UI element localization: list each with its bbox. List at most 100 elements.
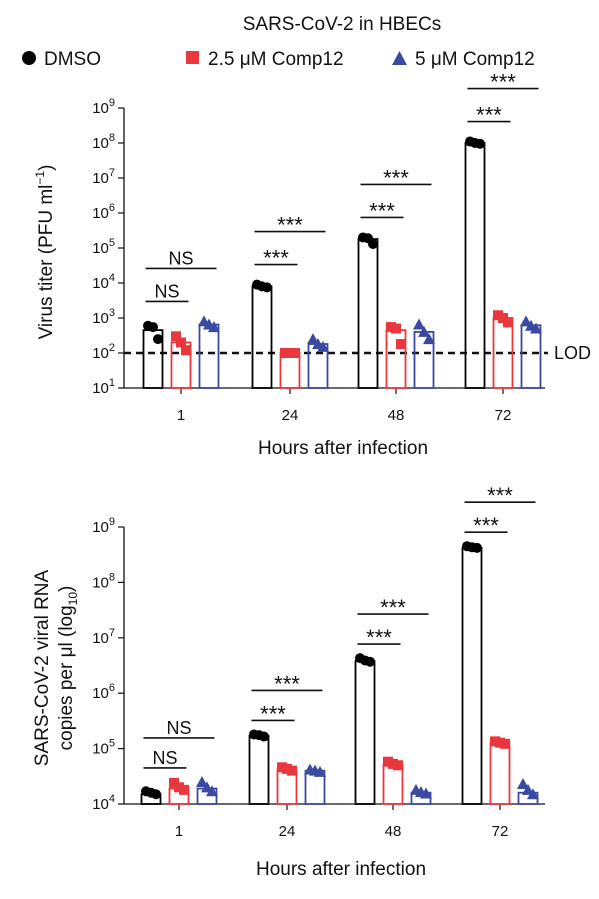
chart1-point-comp12-5 [423,333,435,345]
chart2-point-dmso [259,731,269,742]
chart2-point-comp12-5 [420,787,432,799]
chart1-point-dmso [368,239,378,250]
chart2-y-tick-label: 106 [92,682,115,702]
chart2-point-comp12-2p5 [500,738,510,749]
chart2-point-comp12-2p5 [287,765,297,776]
chart1-x-tick-label: 1 [177,407,185,424]
chart1-bar-comp12-2p5 [385,329,407,389]
chart2-y-axis-title-line2: copies per μl (log10) [56,586,80,751]
chart2-bar-dmso [248,734,270,805]
chart2-x-tick-label: 24 [279,823,296,840]
chart1-lod-label: LOD [554,343,591,363]
chart1-x-tick-label: 72 [495,407,512,424]
chart1-bar-dmso [251,285,273,389]
chart2-y-tick-label: 105 [92,738,115,758]
chart2-sig-label-upper: *** [380,595,406,620]
chart1-sig-label-upper: NS [168,248,193,268]
chart1-x-axis-title: Hours after infection [258,438,428,459]
chart2-y-tick-label: 108 [92,571,115,591]
chart1-bar-dmso [357,238,379,389]
chart1-x-tick-label: 24 [282,407,299,424]
legend-marker-dmso [22,51,36,65]
chart2-point-dmso [472,542,482,553]
chart1-sig-label-lower: *** [476,103,502,128]
chart1-y-tick-label: 108 [92,132,115,152]
chart1-sig-label-lower: NS [154,281,179,301]
chart1-y-axis-title: Virus titer (PFU ml−1) [33,165,57,340]
chart2-x-tick-label: 48 [385,823,402,840]
chart1-y-tick-label: 107 [92,167,115,187]
chart1-y-tick-label: 105 [92,237,115,257]
chart1-point-comp12-5 [307,333,319,345]
chart2-bar-comp12-2p5 [489,742,511,805]
chart2-bar-comp12-2p5 [382,763,404,805]
legend: DMSO 2.5 μM Comp12 5 μM Comp12 [22,49,535,70]
chart1-bar-dmso [464,142,486,389]
chart2-point-comp12-5 [517,777,529,789]
chart2-x-axis-title: Hours after infection [256,859,426,880]
chart2-point-comp12-5 [314,765,326,777]
legend-label-dmso: DMSO [44,49,101,70]
chart1-y-tick-label: 104 [92,272,115,292]
chart1-y-tick-label: 103 [92,307,115,327]
chart1-point-comp12-5 [413,318,425,330]
chart1-point-comp12-2p5 [176,337,186,348]
chart1-point-comp12-2p5 [181,345,191,356]
chart2-sig-label-lower: NS [152,748,177,768]
chart2-point-dmso [365,656,375,667]
chart2-point-comp12-5 [196,775,208,787]
legend-marker-comp12-2p5 [186,51,199,64]
chart2-sig-label-upper: NS [166,718,191,738]
chart1-y-tick-label: 106 [92,202,115,222]
legend-label-comp12-5: 5 μM Comp12 [415,49,535,70]
chart2-y-tick-label: 109 [92,516,115,536]
chart2-x-tick-label: 1 [175,823,183,840]
chart2-y-tick-label: 107 [92,627,115,647]
chart1-y-tick-label: 102 [92,342,115,362]
chart2-point-comp12-2p5 [179,784,189,795]
chart2-y-tick-label: 104 [92,793,115,813]
chart1-point-dmso [148,322,158,333]
figure-title: SARS-CoV-2 in HBECs [243,14,442,35]
chart1-sig-label-upper: *** [277,213,303,238]
chart1-point-dmso [262,282,272,293]
chart2-bar-dmso [461,546,483,805]
chart1-bar-comp12-2p5 [279,352,301,389]
chart1-sig-label-upper: *** [383,165,409,190]
chart1-bar-comp12-5 [520,324,542,389]
chart1-point-comp12-2p5 [171,331,181,342]
chart1-y-tick-label: 109 [92,97,115,117]
chart1-sig-label-lower: *** [263,246,289,271]
chart1-point-comp12-2p5 [391,323,401,334]
chart2-sig-label-upper: *** [274,671,300,696]
chart1-point-comp12-5 [530,322,542,334]
chart1-point-comp12-5 [317,340,329,352]
chart2-sig-label-upper: *** [487,483,513,508]
viral-rna-chart: SARS-CoV-2 viral RNA copies per μl (log1… [32,483,545,880]
chart2-point-comp12-5 [527,788,539,800]
chart1-point-dmso [475,138,485,149]
chart2-point-comp12-2p5 [393,760,403,771]
chart1-point-comp12-5 [208,321,220,333]
chart1-point-comp12-5 [418,325,430,337]
chart2-point-comp12-5 [206,785,218,797]
chart2-sig-label-lower: *** [473,513,499,538]
chart1-point-comp12-2p5 [396,339,406,350]
chart2-y-axis-title-line1: SARS-CoV-2 viral RNA [32,569,53,766]
chart2-sig-label-lower: *** [366,625,392,650]
chart1-x-tick-label: 48 [388,407,405,424]
chart2-point-dmso [151,789,161,800]
chart2-x-tick-label: 72 [492,823,509,840]
chart1-y-tick-label: 101 [92,377,115,397]
chart1-point-comp12-2p5 [503,317,513,328]
chart1-point-comp12-2p5 [290,348,300,358]
legend-marker-comp12-5 [392,51,407,65]
chart1-sig-label-upper: *** [490,70,516,95]
chart2-sig-label-lower: *** [260,701,286,726]
chart1-sig-label-lower: *** [369,198,395,223]
chart1-point-dmso [153,334,163,345]
chart1-bar-comp12-5 [198,323,220,389]
chart2-bar-dmso [354,660,376,805]
legend-label-comp12-2p5: 2.5 μM Comp12 [208,49,344,70]
